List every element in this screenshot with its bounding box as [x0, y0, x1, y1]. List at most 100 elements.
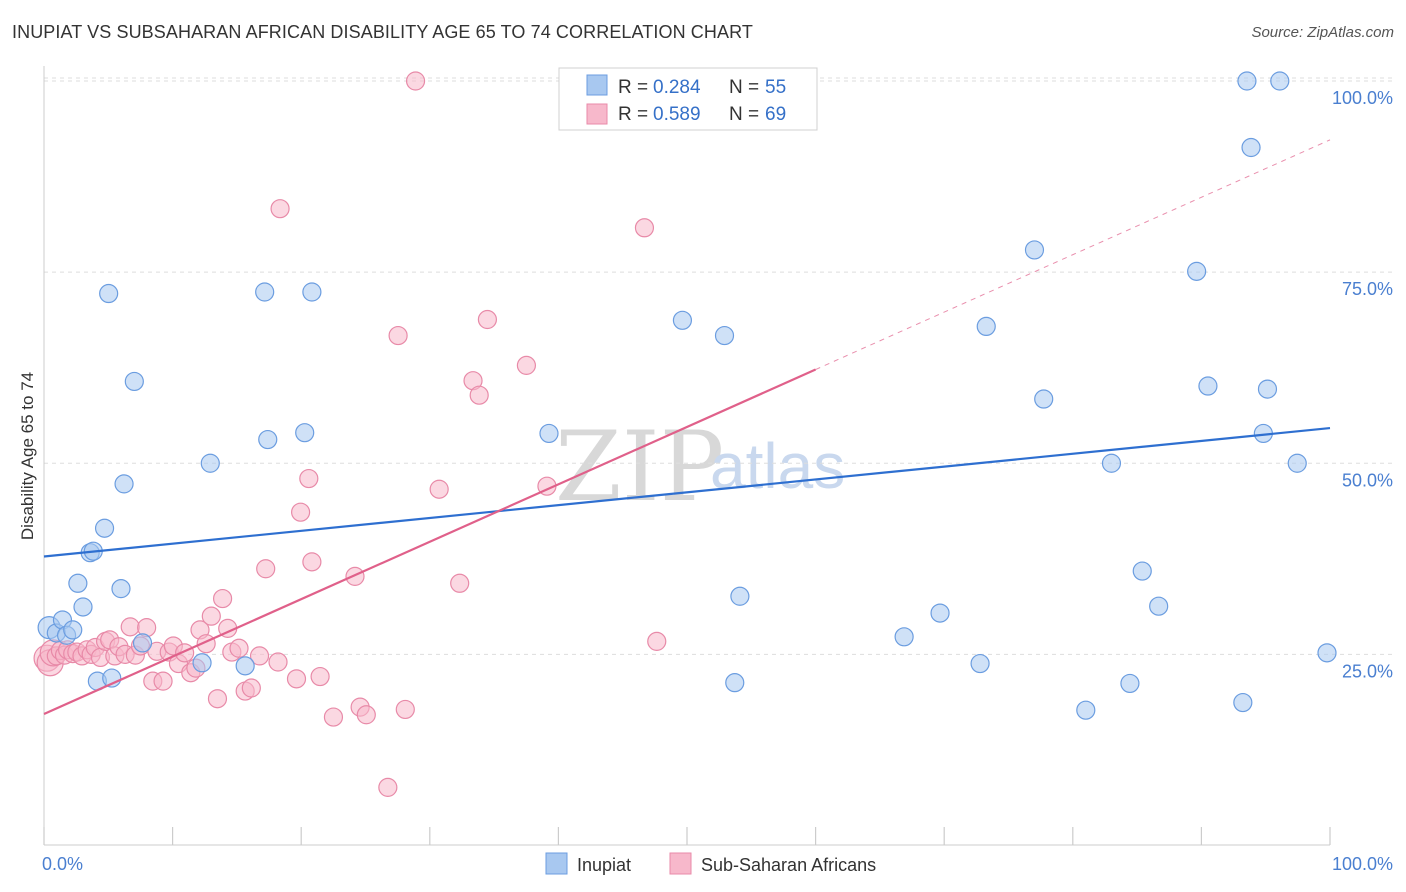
stats-n-value-inupiat: 55 — [765, 77, 786, 98]
point-inupiat — [1120, 673, 1140, 694]
point-ssa — [299, 468, 319, 489]
y-tick-label: 50.0% — [1342, 470, 1393, 490]
point-inupiat — [1317, 643, 1337, 663]
point-ssa — [249, 646, 270, 666]
point-inupiat — [930, 603, 950, 623]
point-inupiat — [200, 453, 220, 473]
y-tick-label: 75.0% — [1342, 279, 1393, 299]
point-inupiat — [1101, 453, 1122, 473]
point-inupiat — [894, 627, 914, 647]
point-inupiat — [94, 518, 115, 538]
point-ssa — [477, 309, 498, 330]
point-ssa — [450, 573, 470, 593]
point-inupiat — [255, 282, 275, 302]
point-ssa — [212, 588, 233, 609]
grid — [44, 77, 1395, 655]
point-ssa — [120, 617, 140, 637]
point-inupiat — [730, 586, 750, 606]
bottom-legend: Inupiat Sub-Saharan Africans — [545, 852, 876, 875]
watermark-zip: ZIP — [555, 411, 724, 523]
y-tick-label: 100.0% — [1332, 88, 1393, 108]
y-tick-labels: 25.0% 50.0% 75.0% 100.0% — [1332, 88, 1393, 681]
point-inupiat — [111, 579, 131, 599]
stats-n-label-inupiat: N = — [729, 77, 764, 98]
y-axis-title: Disability Age 65 to 74 — [18, 372, 37, 540]
trend-line-ssa-extension — [815, 139, 1331, 370]
point-inupiat — [725, 673, 745, 693]
point-inupiat — [73, 597, 93, 617]
stats-r-value-ssa: 0.589 — [653, 104, 701, 125]
point-inupiat — [1187, 261, 1207, 281]
point-inupiat — [1076, 700, 1096, 720]
point-inupiat — [1241, 137, 1261, 158]
point-ssa — [302, 552, 322, 572]
source-label: Source: ZipAtlas.com — [1251, 24, 1394, 41]
point-ssa — [323, 707, 344, 727]
point-ssa — [516, 355, 537, 375]
legend-swatch-ssa — [669, 852, 692, 875]
point-ssa — [286, 669, 307, 689]
series-sub-saharan-africans — [33, 71, 667, 797]
point-ssa — [229, 638, 249, 658]
trend-lines — [43, 139, 1331, 716]
point-ssa — [270, 199, 290, 219]
point-inupiat — [1287, 453, 1307, 473]
point-inupiat — [235, 656, 255, 676]
stats-swatch-ssa — [586, 103, 608, 125]
point-ssa — [378, 777, 398, 797]
point-ssa — [256, 559, 276, 579]
point-inupiat — [99, 283, 119, 304]
point-ssa — [345, 566, 365, 586]
point-inupiat — [302, 282, 322, 302]
point-ssa — [153, 671, 173, 691]
watermark-atlas: atlas — [710, 430, 845, 502]
trend-line-ssa — [43, 368, 817, 716]
point-inupiat — [976, 316, 996, 337]
axes — [43, 66, 1331, 846]
x-tick-label: 0.0% — [42, 854, 83, 874]
stats-r-value-inupiat: 0.284 — [653, 77, 701, 98]
point-inupiat — [1149, 596, 1169, 616]
point-ssa — [207, 689, 228, 709]
stats-legend: R = 0.284 N = 55 R = 0.589 N = 69 — [558, 67, 818, 131]
point-ssa — [395, 699, 415, 720]
point-inupiat — [672, 310, 693, 330]
point-inupiat — [1024, 240, 1045, 260]
point-ssa — [356, 705, 376, 725]
point-inupiat — [132, 633, 153, 653]
y-tick-label: 25.0% — [1342, 661, 1393, 681]
point-inupiat — [192, 653, 212, 673]
point-ssa — [405, 71, 426, 91]
point-inupiat — [1257, 379, 1278, 399]
legend-swatch-inupiat — [545, 852, 568, 875]
point-ssa — [310, 666, 330, 687]
stats-n-value-ssa: 69 — [765, 104, 786, 125]
point-inupiat — [295, 423, 315, 443]
point-inupiat — [1132, 561, 1152, 581]
point-ssa — [388, 325, 408, 346]
point-inupiat — [714, 325, 735, 346]
trend-line-inupiat — [43, 426, 1331, 558]
point-inupiat — [1198, 376, 1218, 396]
point-inupiat — [1270, 71, 1290, 91]
point-inupiat — [63, 620, 83, 640]
point-inupiat — [124, 371, 144, 392]
point-ssa — [241, 678, 261, 698]
point-ssa — [634, 218, 655, 238]
point-ssa — [429, 479, 449, 499]
point-ssa — [291, 502, 311, 522]
point-inupiat — [970, 653, 990, 674]
point-inupiat — [1034, 389, 1054, 409]
point-ssa — [647, 631, 667, 651]
point-ssa — [469, 385, 489, 405]
stats-r-label-inupiat: R = — [618, 77, 653, 98]
watermark: ZIP atlas — [555, 411, 845, 523]
point-inupiat — [1233, 692, 1253, 713]
legend-label-inupiat: Inupiat — [577, 855, 631, 875]
point-inupiat — [539, 423, 559, 444]
point-ssa — [268, 652, 288, 672]
x-tick-labels: 0.0% 100.0% — [42, 854, 1393, 874]
stats-r-label-ssa: R = — [618, 104, 653, 125]
chart-title: INUPIAT VS SUBSAHARAN AFRICAN DISABILITY… — [12, 22, 753, 42]
